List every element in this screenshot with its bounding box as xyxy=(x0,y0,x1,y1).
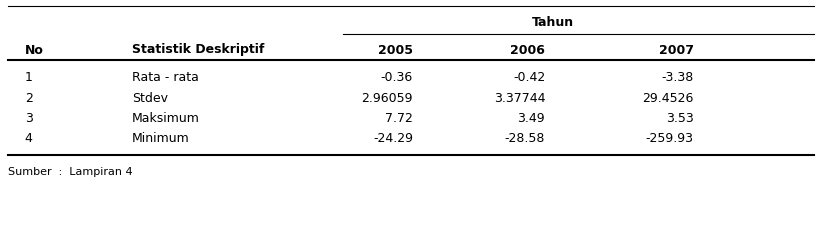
Text: 2006: 2006 xyxy=(510,44,545,56)
Text: No: No xyxy=(25,44,44,56)
Text: -3.38: -3.38 xyxy=(662,72,694,84)
Text: Rata - rata: Rata - rata xyxy=(132,72,199,84)
Text: 4: 4 xyxy=(25,132,33,145)
Text: 3.37744: 3.37744 xyxy=(494,91,545,105)
Text: Stdev: Stdev xyxy=(132,91,169,105)
Text: 3.49: 3.49 xyxy=(518,111,545,124)
Text: -28.58: -28.58 xyxy=(505,132,545,145)
Text: -0.42: -0.42 xyxy=(513,72,545,84)
Text: 2.96059: 2.96059 xyxy=(362,91,413,105)
Text: Statistik Deskriptif: Statistik Deskriptif xyxy=(132,44,264,56)
Text: 29.4526: 29.4526 xyxy=(643,91,694,105)
Text: -259.93: -259.93 xyxy=(646,132,694,145)
Text: -0.36: -0.36 xyxy=(381,72,413,84)
Text: Minimum: Minimum xyxy=(132,132,190,145)
Text: Sumber  :  Lampiran 4: Sumber : Lampiran 4 xyxy=(8,167,133,177)
Text: Maksimum: Maksimum xyxy=(132,111,200,124)
Text: 3: 3 xyxy=(25,111,33,124)
Text: Tahun: Tahun xyxy=(533,15,574,29)
Text: -24.29: -24.29 xyxy=(373,132,413,145)
Text: 2005: 2005 xyxy=(378,44,413,56)
Text: 2007: 2007 xyxy=(659,44,694,56)
Text: 1: 1 xyxy=(25,72,33,84)
Text: 7.72: 7.72 xyxy=(385,111,413,124)
Text: 3.53: 3.53 xyxy=(666,111,694,124)
Text: 2: 2 xyxy=(25,91,33,105)
